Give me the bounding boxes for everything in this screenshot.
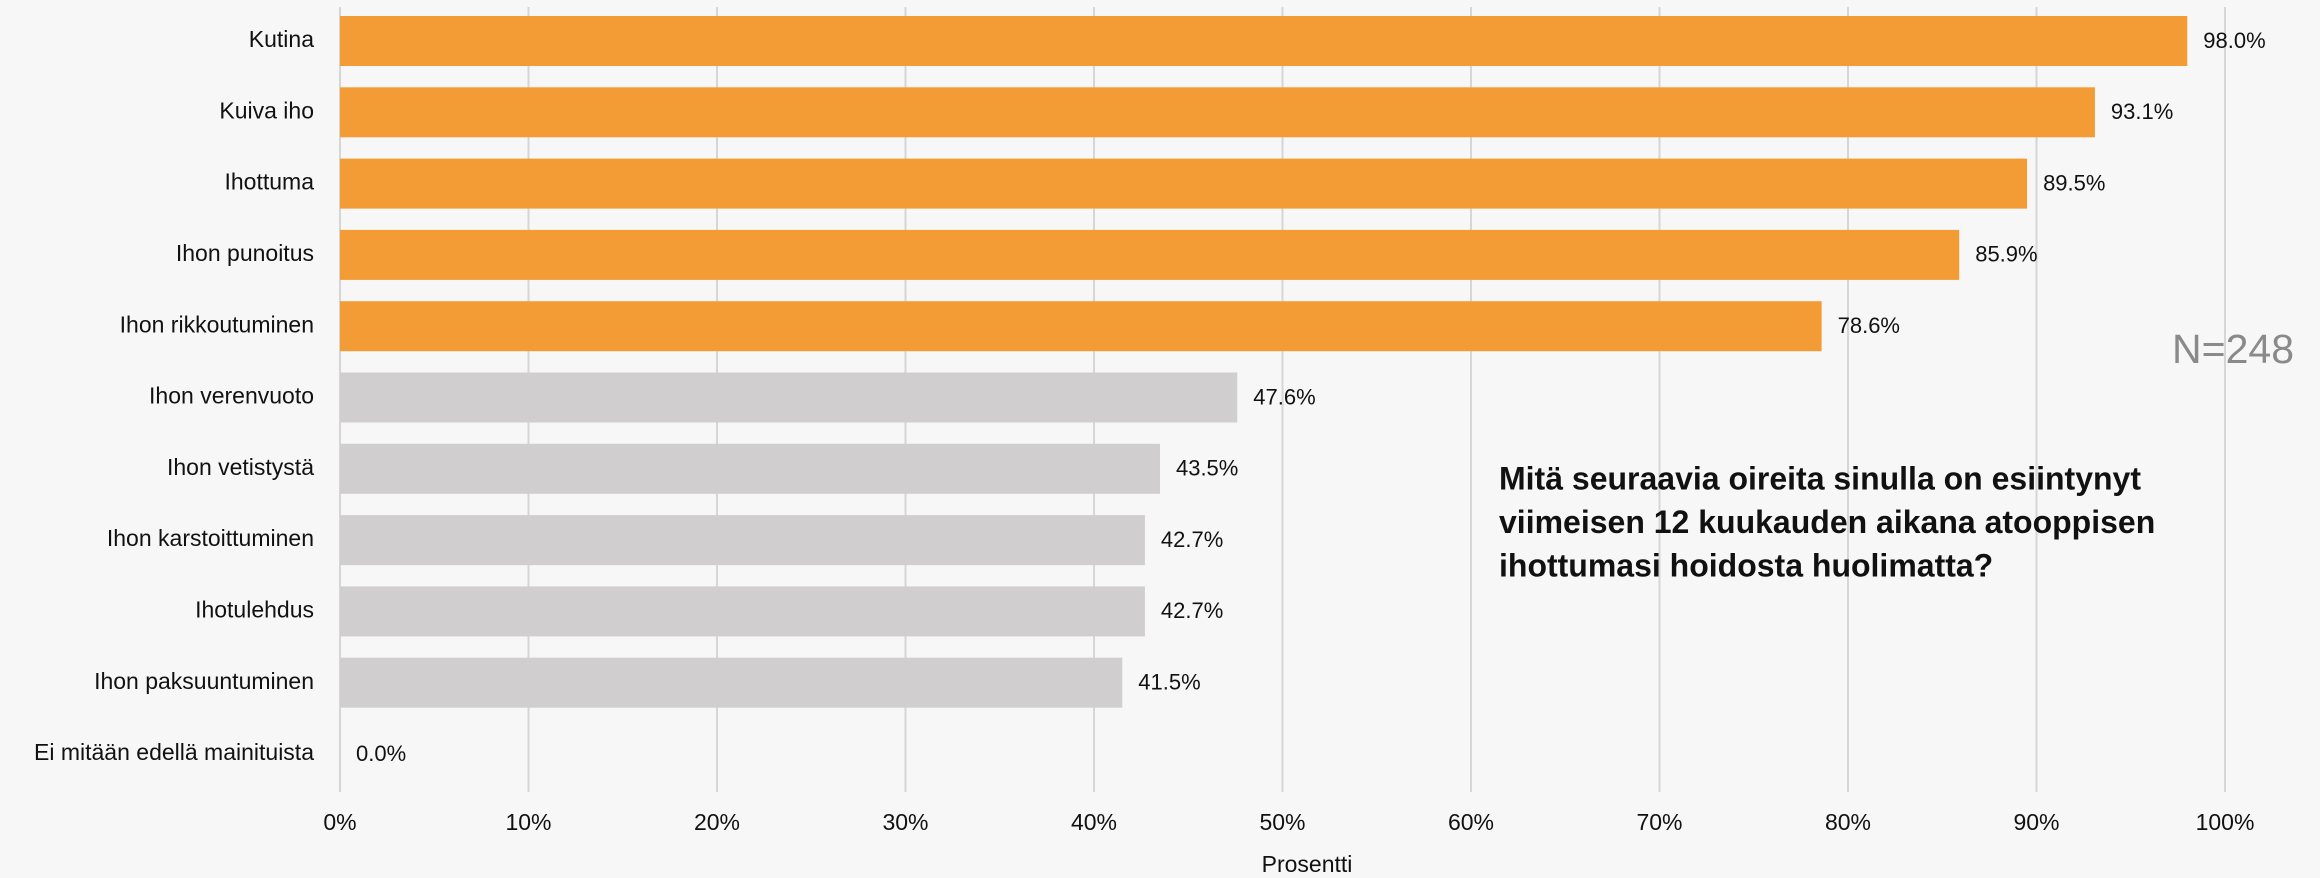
y-tick-label: Ei mitään edellä mainituista xyxy=(34,739,314,765)
x-tick-label: 40% xyxy=(1071,809,1117,835)
y-tick-label: Ihottuma xyxy=(225,169,315,195)
value-label: 78.6% xyxy=(1838,313,1900,338)
x-tick-label: 30% xyxy=(882,809,928,835)
bar xyxy=(340,158,2028,209)
x-tick-label: 100% xyxy=(2196,809,2255,835)
bar xyxy=(340,586,1145,637)
y-tick-label: Ihon paksuuntuminen xyxy=(94,668,314,694)
x-tick-label: 70% xyxy=(1636,809,1682,835)
bar xyxy=(340,16,2188,66)
y-tick-label: Ihon verenvuoto xyxy=(149,383,314,409)
x-tick-label: 50% xyxy=(1259,809,1305,835)
value-label: 42.7% xyxy=(1161,527,1223,552)
value-label: 0.0% xyxy=(356,741,406,766)
y-tick-label: Ihotulehdus xyxy=(195,596,314,622)
y-tick-label: Kutina xyxy=(249,26,314,52)
bar xyxy=(340,372,1238,423)
bar xyxy=(340,301,1822,352)
question-annotation: Mitä seuraavia oireita sinulla on esiint… xyxy=(1499,460,2141,496)
value-label: 89.5% xyxy=(2043,170,2105,195)
x-tick-label: 90% xyxy=(2013,809,2059,835)
y-tick-label: Ihon rikkoutuminen xyxy=(120,311,314,337)
bar xyxy=(340,515,1145,566)
value-label: 43.5% xyxy=(1176,456,1238,481)
y-tick-label: Ihon punoitus xyxy=(176,240,314,266)
x-tick-label: 0% xyxy=(323,809,356,835)
sample-size-note: N=248 xyxy=(2172,326,2294,372)
x-axis-label: Prosentti xyxy=(1262,851,1353,877)
bar xyxy=(340,443,1160,494)
y-tick-label: Kuiva iho xyxy=(219,97,314,123)
question-annotation: ihottumasi hoidosta huolimatta? xyxy=(1499,547,1993,583)
value-label: 85.9% xyxy=(1975,242,2037,267)
bar xyxy=(340,229,1960,280)
x-tick-label: 10% xyxy=(505,809,551,835)
bar xyxy=(340,657,1123,708)
value-label: 93.1% xyxy=(2111,99,2173,124)
bar xyxy=(340,87,2095,138)
value-label: 42.7% xyxy=(1161,598,1223,623)
x-tick-label: 80% xyxy=(1825,809,1871,835)
y-tick-label: Ihon karstoittuminen xyxy=(107,525,314,551)
question-annotation: viimeisen 12 kuukauden aikana atooppisen xyxy=(1499,504,2155,540)
x-tick-label: 20% xyxy=(694,809,740,835)
y-tick-label: Ihon vetistystä xyxy=(167,454,314,480)
value-label: 47.6% xyxy=(1253,384,1315,409)
x-tick-label: 60% xyxy=(1448,809,1494,835)
value-label: 41.5% xyxy=(1138,670,1200,695)
value-label: 98.0% xyxy=(2203,28,2265,53)
